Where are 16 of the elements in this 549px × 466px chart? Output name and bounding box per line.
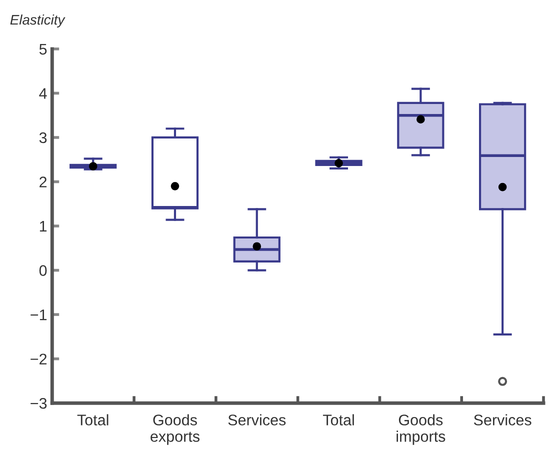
y-tick-label: −3 (30, 398, 47, 409)
x-tick-label: Total (322, 414, 354, 426)
y-tick-label: −2 (30, 354, 47, 364)
x-tick-label: Services (228, 414, 286, 426)
y-tick-label: 1 (40, 221, 47, 232)
x-tick-label: Goods imports (396, 414, 446, 445)
y-tick-label: 0 (39, 265, 47, 276)
x-tick-label: Services (474, 414, 532, 426)
y-tick-label: 4 (39, 88, 47, 99)
y-axis-title: Elasticity (10, 14, 66, 28)
y-tick-label: 5 (39, 44, 47, 55)
y-tick-label: 2 (40, 176, 47, 188)
x-tick-label: Total (77, 414, 108, 426)
y-tick-label: −1 (30, 310, 47, 320)
y-tick-label: 3 (39, 132, 47, 144)
x-tick-label: Goods exports (150, 414, 200, 445)
